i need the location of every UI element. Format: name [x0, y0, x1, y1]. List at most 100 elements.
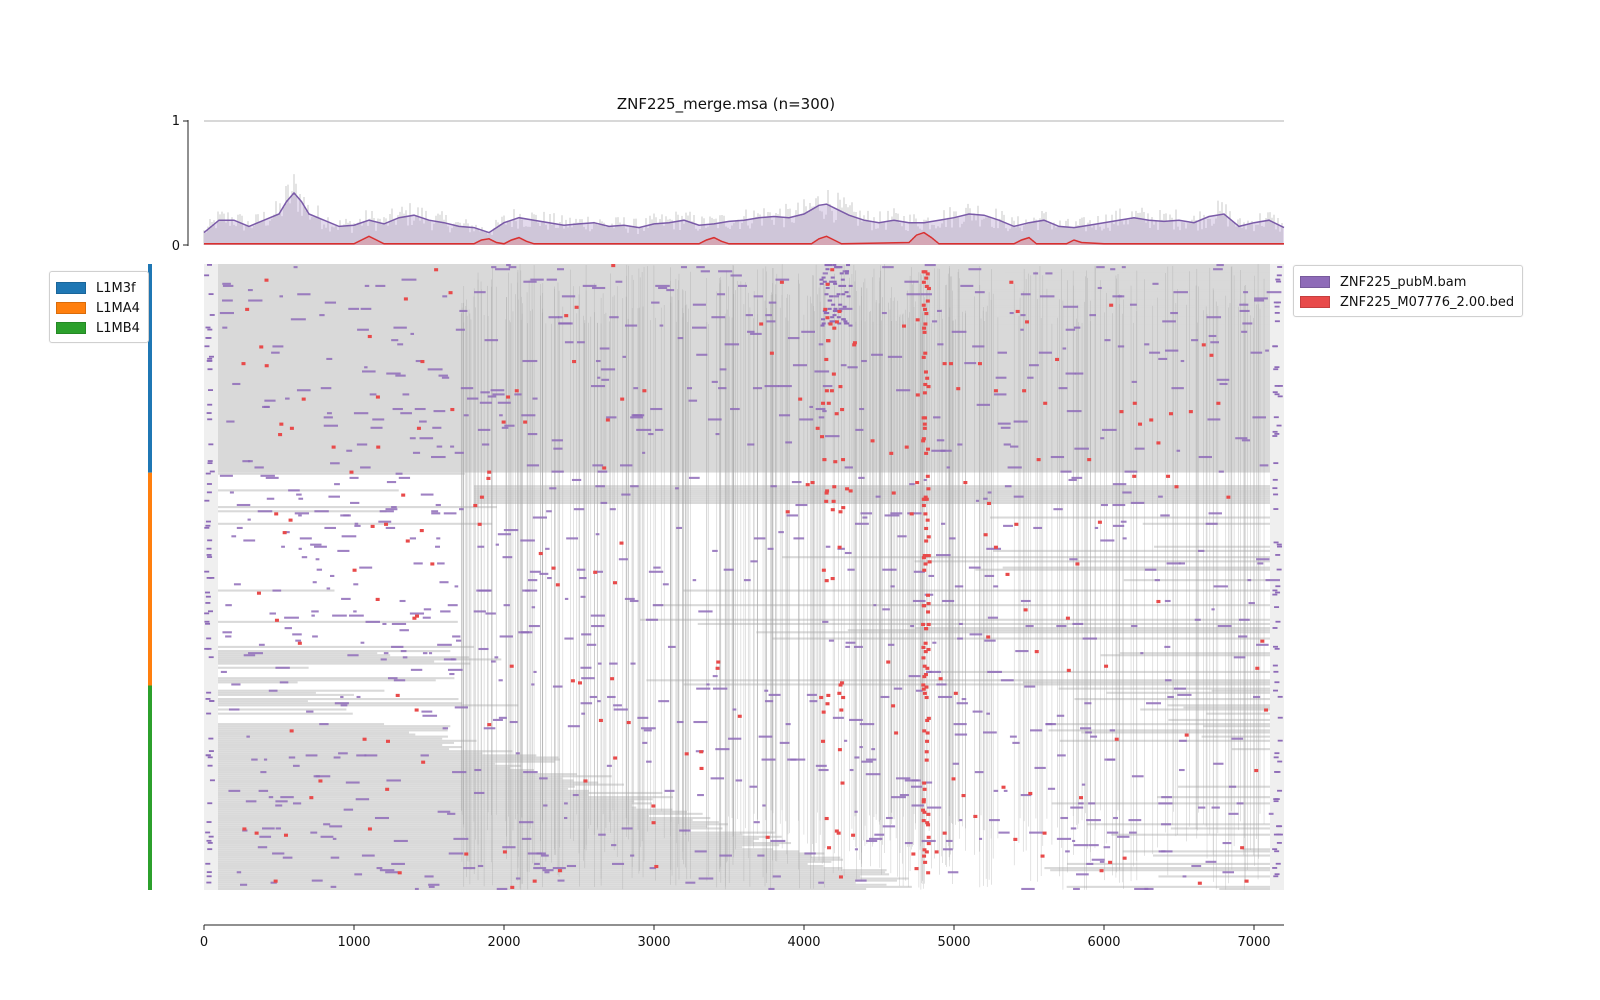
signal-mark: [452, 635, 461, 638]
signal-mark: [822, 410, 827, 413]
signal-mark: [1250, 351, 1263, 354]
motif-mark: [1168, 412, 1173, 416]
margin-signal-mark: [206, 577, 212, 579]
row-band: [218, 854, 812, 857]
motif-mark: [375, 597, 380, 601]
signal-mark: [428, 883, 440, 886]
signal-mark: [340, 695, 344, 699]
signal-mark: [718, 387, 727, 390]
margin-signal-mark: [206, 547, 212, 550]
motif-mark: [1015, 309, 1020, 314]
row-band: [218, 693, 354, 696]
signal-mark: [847, 366, 858, 369]
row-band: [218, 794, 589, 797]
signal-mark: [1103, 846, 1111, 849]
signal-mark: [484, 339, 499, 342]
signal-mark: [1080, 727, 1092, 730]
legend-item-L1MB4: L1MB4: [56, 318, 140, 338]
motif-mark: [927, 560, 932, 564]
signal-mark: [607, 695, 616, 699]
row-band: [218, 827, 723, 830]
signal-mark: [232, 382, 241, 386]
motif-mark: [259, 345, 264, 349]
margin-signal-mark: [1275, 862, 1281, 865]
margin-signal-mark: [1274, 606, 1280, 609]
signal-mark: [1213, 268, 1223, 271]
motif-mark: [479, 495, 484, 499]
signal-mark: [386, 481, 397, 484]
signal-mark: [779, 741, 790, 744]
group-bar-L1MA4: [148, 472, 152, 686]
signal-mark: [658, 286, 668, 290]
signal-mark: [843, 320, 848, 323]
row-band: [218, 781, 599, 784]
margin-signal-mark: [1277, 395, 1283, 398]
legend-label-motif-bed: ZNF225_M07776_2.00.bed: [1340, 294, 1515, 310]
margin-signal-mark: [204, 345, 210, 348]
signal-mark: [964, 362, 977, 365]
margin-signal-mark: [205, 754, 211, 757]
signal-mark: [454, 706, 469, 709]
signal-mark: [454, 451, 464, 454]
margin-signal-mark: [1277, 739, 1283, 742]
motif-mark: [924, 284, 929, 288]
motif-mark: [921, 556, 926, 560]
motif-mark: [926, 622, 931, 627]
row-band: [474, 489, 1270, 492]
signal-mark: [842, 284, 847, 287]
row-band: [218, 867, 843, 870]
signal-mark: [541, 854, 549, 857]
motif-mark: [1097, 520, 1102, 524]
signal-mark: [295, 639, 302, 642]
signal-mark: [375, 284, 386, 287]
margin-signal-mark: [1274, 752, 1280, 755]
signal-mark: [664, 789, 675, 792]
profile-noise-bars: [203, 174, 1283, 245]
motif-mark: [1066, 668, 1071, 672]
signal-mark: [526, 464, 540, 467]
signal-mark: [298, 547, 302, 550]
motif-mark: [926, 602, 931, 606]
signal-mark: [1039, 295, 1055, 298]
signal-mark: [949, 537, 956, 540]
signal-mark: [904, 280, 919, 283]
signal-mark: [885, 816, 893, 820]
signal-mark: [866, 758, 877, 761]
margin-signal-mark: [206, 359, 212, 362]
y-tick-label-0: 0: [172, 239, 180, 254]
row-band: [218, 833, 743, 836]
signal-mark: [837, 322, 842, 325]
signal-mark: [1090, 735, 1098, 738]
signal-mark: [715, 433, 720, 436]
signal-mark: [819, 278, 824, 281]
row-band: [218, 700, 308, 703]
motif-mark: [923, 270, 928, 274]
signal-mark: [882, 825, 896, 828]
signal-mark: [523, 280, 537, 283]
motif-mark: [242, 827, 247, 831]
signal-mark: [566, 537, 579, 540]
signal-mark: [428, 652, 433, 655]
row-band: [756, 631, 1270, 634]
margin-signal-mark: [1273, 756, 1279, 759]
row-band: [652, 604, 1270, 607]
motif-mark: [925, 272, 930, 276]
row-band: [218, 756, 559, 759]
signal-mark: [581, 712, 586, 715]
signal-mark: [855, 879, 867, 882]
motif-mark: [924, 750, 929, 754]
margin-signal-mark: [207, 756, 213, 759]
signal-mark: [762, 804, 766, 807]
motif-mark: [450, 407, 455, 412]
margin-signal-mark: [206, 821, 212, 823]
signal-mark: [723, 568, 734, 571]
motif-mark: [1132, 474, 1137, 478]
motif-mark: [951, 777, 956, 781]
signal-mark: [1164, 599, 1171, 603]
motif-mark: [836, 831, 841, 835]
signal-mark: [696, 353, 708, 356]
signal-mark: [692, 303, 706, 306]
signal-mark: [873, 604, 877, 607]
signal-mark: [1216, 264, 1224, 267]
signal-mark: [801, 330, 815, 333]
